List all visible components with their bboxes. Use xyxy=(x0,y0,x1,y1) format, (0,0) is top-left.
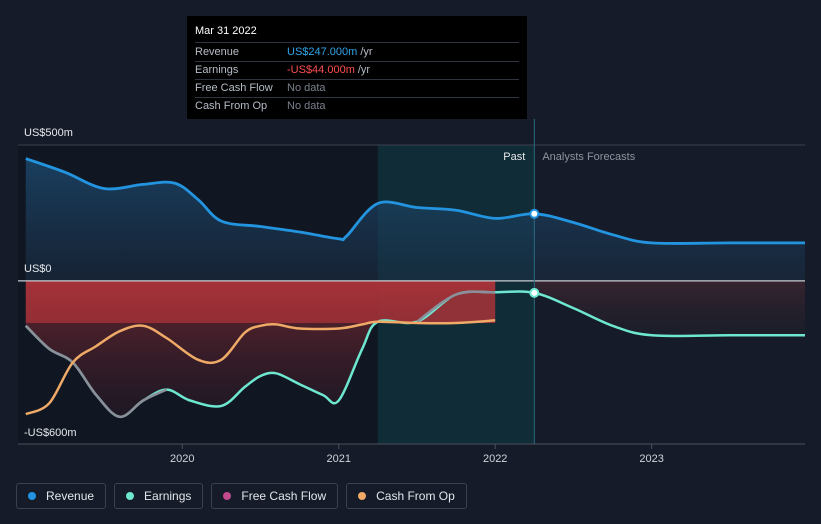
cash-from-op-dot-icon xyxy=(358,492,367,500)
legend-label: Earnings xyxy=(144,489,192,503)
y-tick-label: US$500m xyxy=(24,127,73,139)
earnings-area xyxy=(25,280,496,417)
tooltip-value: No data xyxy=(287,82,326,94)
cash-from-op-line xyxy=(25,319,496,416)
y-tick-label: US$0 xyxy=(24,263,52,275)
forecast-label: Analysts Forecasts xyxy=(542,151,635,163)
x-tick-label: 2023 xyxy=(639,453,663,465)
tooltip-row-revenue: Revenue US$247.000m /yr xyxy=(195,44,519,62)
earnings-loss-line-2 xyxy=(416,290,496,323)
x-tick-label: 2021 xyxy=(327,453,351,465)
tooltip-row-cash-from-op: Cash From Op No data xyxy=(195,98,519,115)
tooltip-label: Earnings xyxy=(195,64,239,76)
tooltip-label: Cash From Op xyxy=(195,100,268,112)
chart-legend: Revenue Earnings Free Cash Flow Cash Fro… xyxy=(16,483,467,511)
revenue-line xyxy=(25,157,805,245)
y-tick-label: -US$600m xyxy=(24,427,77,439)
tooltip-row-earnings: Earnings -US$44.000m /yr xyxy=(195,62,519,80)
tooltip-label: Free Cash Flow xyxy=(195,82,273,94)
free-cash-flow-dot-icon xyxy=(223,492,232,500)
tooltip-date: Mar 31 2022 xyxy=(195,24,519,43)
tooltip-unit: /yr xyxy=(357,64,371,76)
data-tooltip: Mar 31 2022 Revenue US$247.000m /yr Earn… xyxy=(187,16,527,119)
legend-label: Revenue xyxy=(46,489,95,503)
legend-revenue[interactable]: Revenue xyxy=(16,483,107,509)
past-label: Past xyxy=(503,151,525,163)
revenue-dot-icon xyxy=(28,492,36,500)
legend-label: Cash From Op xyxy=(376,489,455,503)
tooltip-value: No data xyxy=(287,100,326,112)
tooltip-unit: /yr xyxy=(360,46,373,58)
legend-earnings[interactable]: Earnings xyxy=(114,483,204,509)
revenue-area xyxy=(25,158,806,281)
x-tick-label: 2022 xyxy=(483,453,507,465)
earnings-dot-icon xyxy=(126,492,135,500)
tooltip-label: Revenue xyxy=(195,46,240,58)
legend-label: Free Cash Flow xyxy=(241,489,327,503)
tooltip-row-free-cash-flow: Free Cash Flow No data xyxy=(195,80,519,98)
tooltip-value: -US$44.000m xyxy=(287,64,355,76)
earnings-forecast-area xyxy=(534,280,805,337)
revenue-marker xyxy=(529,208,540,219)
earnings-marker xyxy=(529,287,540,298)
earnings-loss-line-1 xyxy=(24,324,168,419)
x-tick-label: 2020 xyxy=(170,453,194,465)
legend-free-cash-flow[interactable]: Free Cash Flow xyxy=(211,483,339,509)
legend-cash-from-op[interactable]: Cash From Op xyxy=(346,483,467,509)
tooltip-value: US$247.000m xyxy=(287,46,358,58)
